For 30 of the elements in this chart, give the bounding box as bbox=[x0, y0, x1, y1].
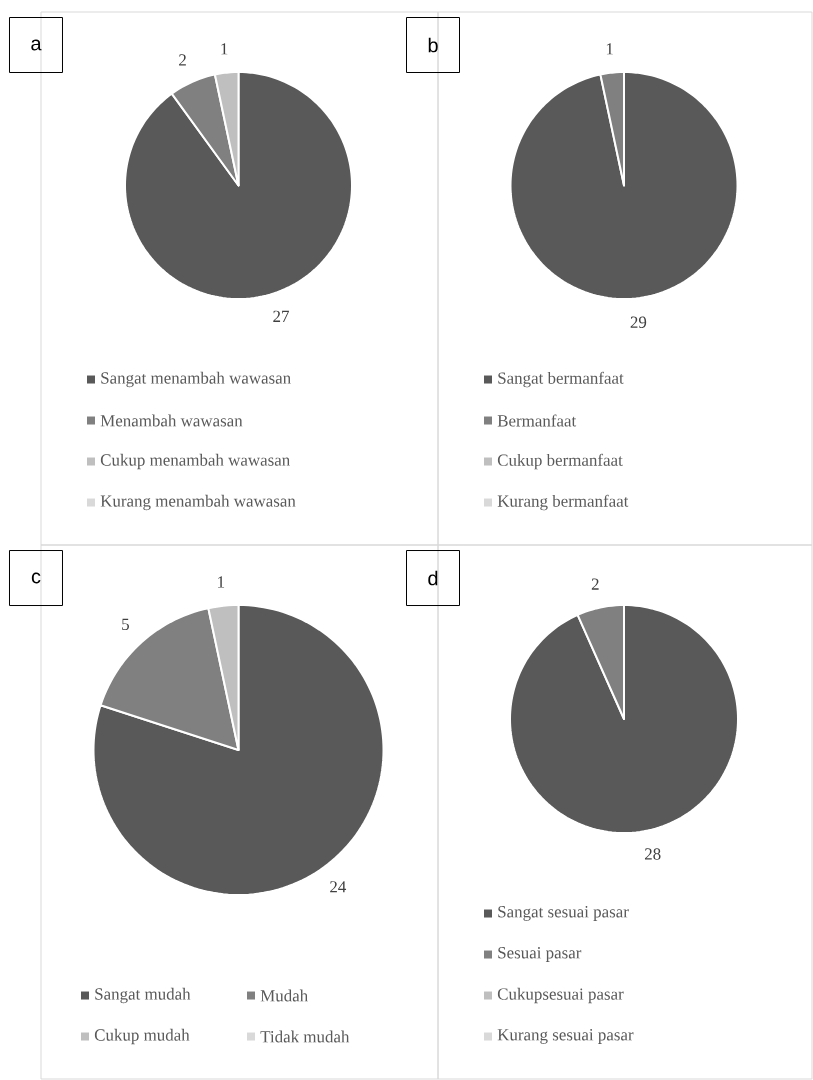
legend-label: Sangat sesuai pasar bbox=[498, 906, 629, 921]
legend-label: Cukup bermanfaat bbox=[497, 453, 623, 470]
data-label: 1 bbox=[218, 576, 225, 588]
legend-label: Sesuai pasar bbox=[498, 947, 582, 962]
data-label: 28 bbox=[644, 848, 661, 860]
legend-label: Sangat mudah bbox=[95, 987, 191, 1004]
legend-label: Kurang bermanfaat bbox=[497, 494, 629, 511]
legend-label: Cukupsesuai pasar bbox=[497, 987, 624, 1004]
data-label: 2 bbox=[179, 54, 186, 66]
legend-label: Kurang menambah wawasan bbox=[100, 494, 296, 511]
chart-title: d bbox=[428, 570, 438, 586]
data-label: 27 bbox=[273, 310, 289, 322]
legend-label: Sangat menambah wawasan bbox=[101, 371, 291, 388]
data-label: 24 bbox=[330, 881, 347, 893]
chart-title: c bbox=[31, 572, 41, 584]
legend-label: Bermanfaat bbox=[497, 414, 577, 427]
data-label: 1 bbox=[221, 43, 228, 55]
legend-label: Tidak mudah bbox=[260, 1030, 350, 1043]
legend-label: Cukup mudah bbox=[94, 1028, 190, 1045]
legend-label: Kurang sesuai pasar bbox=[497, 1029, 634, 1044]
legend-label: Menambah wawasan bbox=[100, 414, 243, 427]
data-label: 29 bbox=[630, 316, 647, 328]
data-label: 1 bbox=[606, 43, 613, 55]
data-label: 5 bbox=[122, 618, 129, 631]
legend-label: Sangat bermanfaat bbox=[498, 371, 624, 388]
chart-title: a bbox=[31, 39, 42, 51]
legend-label: Cukup menambah wawasan bbox=[100, 453, 290, 470]
data-label: 2 bbox=[591, 578, 599, 590]
legend-label: Mudah bbox=[260, 989, 308, 1002]
chart-title: b bbox=[428, 37, 438, 53]
